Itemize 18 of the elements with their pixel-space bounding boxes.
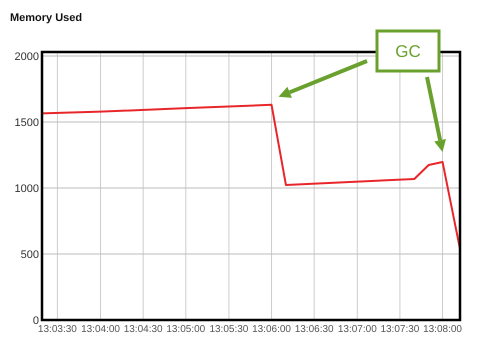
x-tick-label: 13:03:30: [38, 324, 78, 335]
x-tick-label: 13:06:30: [294, 324, 334, 335]
x-tick-label: 13:05:30: [209, 324, 249, 335]
y-tick-label: 1000: [14, 182, 39, 195]
y-tick-label: 500: [20, 248, 39, 261]
y-tick-label: 1500: [14, 116, 39, 129]
x-tick-label: 13:04:00: [81, 324, 120, 335]
x-tick-label: 13:08:00: [423, 324, 462, 335]
x-tick-label: 13:04:30: [124, 324, 164, 335]
x-tick-label: 13:05:00: [166, 324, 206, 335]
chart-title: Memory Used: [10, 12, 82, 24]
x-tick-label: 13:06:00: [252, 324, 292, 335]
y-tick-label: 0: [32, 315, 39, 327]
x-tick-label: 13:07:30: [380, 324, 420, 335]
line-series: [41, 104, 461, 250]
x-tick-label: 13:07:00: [338, 324, 378, 335]
y-tick-label: 2000: [14, 50, 39, 63]
annotation: GC: [395, 42, 421, 61]
